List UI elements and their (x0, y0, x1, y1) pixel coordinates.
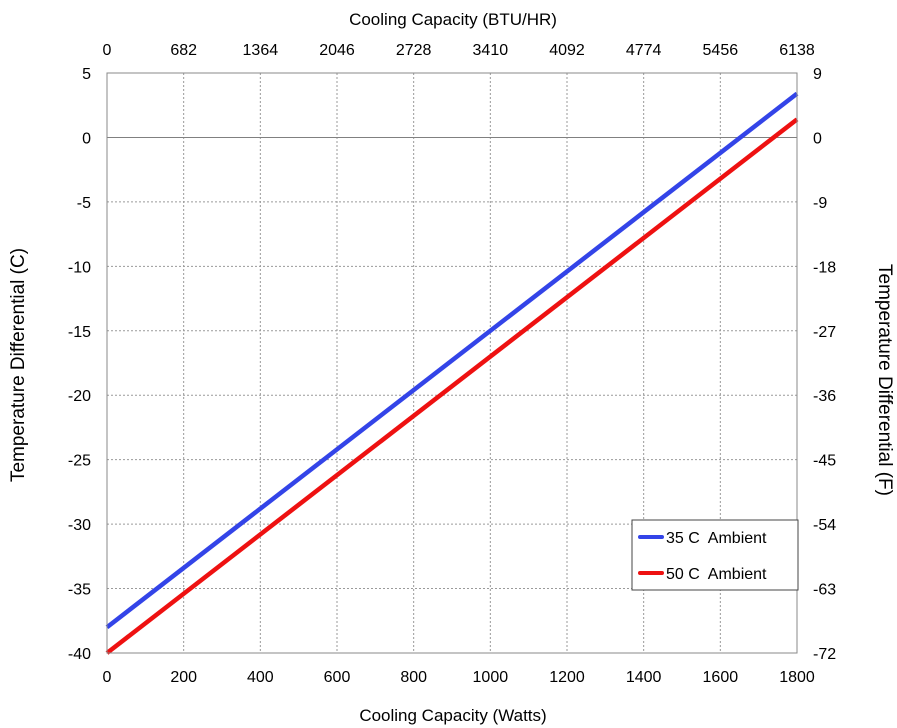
x-tick-label: 1600 (703, 669, 739, 686)
x2-tick-label: 4092 (549, 42, 585, 59)
y2-tick-label: -36 (813, 388, 836, 405)
x-tick-label: 800 (400, 669, 427, 686)
series-line-35c-ambient (105, 91, 799, 630)
x-axis-title: Cooling Capacity (Watts) (359, 706, 546, 725)
y-tick-label: -35 (68, 582, 91, 599)
legend-box (631, 519, 799, 591)
y2-tick-label: -54 (813, 517, 836, 534)
series-line-50c-ambient (105, 117, 799, 655)
tick-labels: 0 200 400 600 800 1000 1200 1400 1600 1800 0 682 136… (68, 42, 836, 686)
x2-tick-label: 0 (103, 42, 112, 59)
y-tick-label: -25 (68, 453, 91, 470)
y2-tick-label: -9 (813, 195, 827, 212)
x2-tick-label: 1364 (243, 42, 279, 59)
x-tick-label: 400 (247, 669, 274, 686)
y2-tick-label: -45 (813, 453, 836, 470)
legend: 35 C Ambient 50 C Ambient (631, 519, 799, 591)
series-layer (105, 91, 799, 655)
legend-label-50c: 50 C Ambient (666, 566, 767, 583)
x-tick-label: 1400 (626, 669, 662, 686)
x-tick-label: 600 (324, 669, 351, 686)
y-axis-title: Temperature Differential (C) (8, 248, 29, 482)
y-tick-label: -15 (68, 324, 91, 341)
y2-axis-title: Temperature Differential (F) (874, 264, 895, 496)
x2-tick-label: 3410 (473, 42, 509, 59)
y-tick-label: -5 (77, 195, 91, 212)
x2-tick-label: 2728 (396, 42, 432, 59)
x2-tick-label: 4774 (626, 42, 662, 59)
y-tick-label: -30 (68, 517, 91, 534)
y-tick-label: 5 (82, 66, 91, 83)
x-tick-label: 0 (103, 669, 112, 686)
x2-axis-title: Cooling Capacity (BTU/HR) (349, 10, 557, 29)
x2-tick-label: 2046 (319, 42, 355, 59)
y-tick-label: -10 (68, 259, 91, 276)
x-tick-label: 1000 (473, 669, 509, 686)
y2-tick-label: -72 (813, 646, 836, 663)
y-tick-label: 0 (82, 130, 91, 147)
x-tick-label: 1800 (779, 669, 815, 686)
legend-label-35c: 35 C Ambient (666, 530, 767, 547)
y2-tick-label: 0 (813, 130, 822, 147)
x-tick-label: 1200 (549, 669, 585, 686)
x2-tick-label: 5456 (703, 42, 739, 59)
plot-frame (106, 72, 798, 654)
y-tick-label: -40 (68, 646, 91, 663)
x2-tick-label: 682 (170, 42, 197, 59)
x2-tick-label: 6138 (779, 42, 815, 59)
y2-tick-label: -18 (813, 259, 836, 276)
y-tick-label: -20 (68, 388, 91, 405)
y2-tick-label: 9 (813, 66, 822, 83)
y2-tick-label: -27 (813, 324, 836, 341)
y2-tick-label: -63 (813, 582, 836, 599)
x-tick-label: 200 (170, 669, 197, 686)
